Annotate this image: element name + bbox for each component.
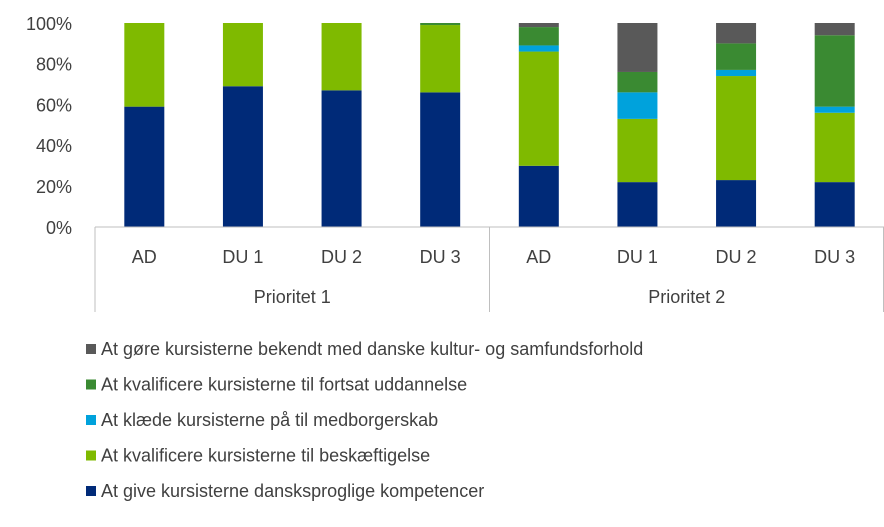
bar-segment xyxy=(814,112,855,183)
bar-segment xyxy=(518,23,559,28)
legend-swatch xyxy=(86,450,96,461)
bar-segment xyxy=(124,23,165,107)
bar-segment xyxy=(617,118,658,183)
legend-label: At kvalificere kursisterne til fortsat u… xyxy=(101,374,467,394)
y-tick-label: 0% xyxy=(46,218,72,238)
legend-label: At give kursisterne dansksproglige kompe… xyxy=(101,481,484,501)
bar-segment xyxy=(617,182,658,227)
group-label: Prioritet 1 xyxy=(254,287,331,307)
bar-segment xyxy=(814,23,855,36)
bar-segment xyxy=(716,43,757,70)
y-tick-label: 40% xyxy=(36,136,72,156)
bar-segment xyxy=(420,25,461,93)
bar-segment xyxy=(716,180,757,227)
x-tick-label: AD xyxy=(132,247,157,267)
bar-segment xyxy=(814,35,855,107)
group-label: Prioritet 2 xyxy=(648,287,725,307)
bar-segment xyxy=(617,92,658,119)
legend-swatch xyxy=(86,415,96,425)
legend-label: At gøre kursisterne bekendt med danske k… xyxy=(101,339,643,359)
legend-swatch xyxy=(86,344,96,354)
bar-segment xyxy=(321,23,362,91)
bar-segment xyxy=(814,106,855,113)
x-tick-label: DU 3 xyxy=(814,247,855,267)
bar-segment xyxy=(222,23,263,87)
bar-segment xyxy=(716,23,757,44)
bar-segment xyxy=(420,92,461,227)
legend-label: At klæde kursisterne på til medborgerska… xyxy=(101,410,438,430)
x-tick-label: DU 3 xyxy=(420,247,461,267)
y-tick-label: 100% xyxy=(26,14,72,34)
bar-segment xyxy=(420,23,461,26)
bar-segment xyxy=(716,69,757,77)
x-tick-label: AD xyxy=(526,247,551,267)
bar-segment xyxy=(222,86,263,228)
bar-segment xyxy=(518,51,559,166)
y-tick-label: 80% xyxy=(36,55,72,75)
bar-segment xyxy=(617,71,658,93)
x-tick-label: DU 1 xyxy=(222,247,263,267)
bar-segment xyxy=(518,165,559,227)
x-tick-label: DU 2 xyxy=(716,247,757,267)
bar-segment xyxy=(617,23,658,72)
y-tick-label: 60% xyxy=(36,95,72,115)
x-tick-label: DU 2 xyxy=(321,247,362,267)
x-tick-label: DU 1 xyxy=(617,247,658,267)
legend-label: At kvalificere kursisterne til beskæftig… xyxy=(101,445,430,465)
bar-segment xyxy=(518,27,559,46)
bar-segment xyxy=(716,76,757,181)
bar-segment xyxy=(518,45,559,52)
bar-segment xyxy=(814,182,855,227)
legend-swatch xyxy=(86,486,96,496)
bar-segment xyxy=(124,106,165,227)
y-tick-label: 20% xyxy=(36,177,72,197)
bar-segment xyxy=(321,90,362,227)
legend-swatch xyxy=(86,379,96,390)
